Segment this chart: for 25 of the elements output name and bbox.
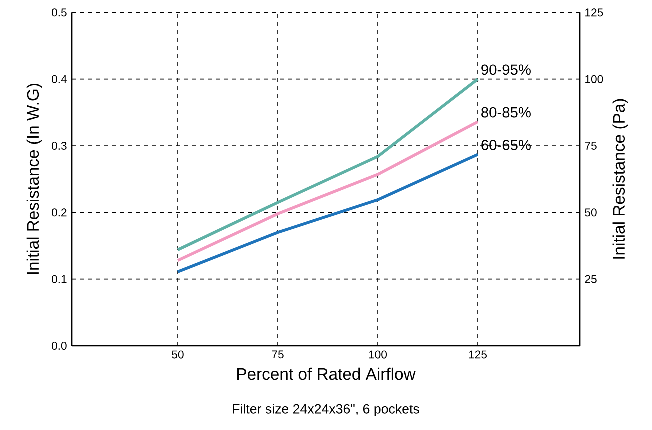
y2-tick-label: 25 <box>585 275 597 284</box>
y2-tick-label: 50 <box>585 208 597 217</box>
series-label: 90-95% <box>482 64 531 76</box>
series-label: 60-65% <box>482 140 531 150</box>
x-tick-label: 50 <box>172 350 184 359</box>
y-tick-label: 0.2 <box>52 208 67 217</box>
y-tick-label: 0.5 <box>52 8 67 17</box>
x-tick-label: 125 <box>469 350 487 359</box>
x-tick-label: 75 <box>272 350 284 359</box>
y-tick-label: 0.3 <box>52 142 67 150</box>
x-tick-label: 100 <box>369 350 388 359</box>
y-tick-label: 0.1 <box>52 275 67 284</box>
y-axis-title: Initial Resistance (In W.G) <box>26 84 42 274</box>
y-tick-label: 0.0 <box>52 342 67 350</box>
line-series <box>176 120 480 262</box>
y2-axis-title: Initial Resistance (Pa) <box>612 99 628 259</box>
y2-tick-label: 125 <box>586 8 604 17</box>
line-series <box>176 153 480 274</box>
series-label: 80-85% <box>482 107 531 118</box>
x-axis-title: Percent of Rated Airflow <box>238 368 416 380</box>
y2-tick-label: 75 <box>585 142 597 150</box>
line-series <box>176 78 480 252</box>
text: Filter size 24x24x36", 6 pockets <box>233 404 420 416</box>
y2-tick-label: 100 <box>586 75 604 84</box>
y-tick-label: 0.4 <box>52 75 67 84</box>
